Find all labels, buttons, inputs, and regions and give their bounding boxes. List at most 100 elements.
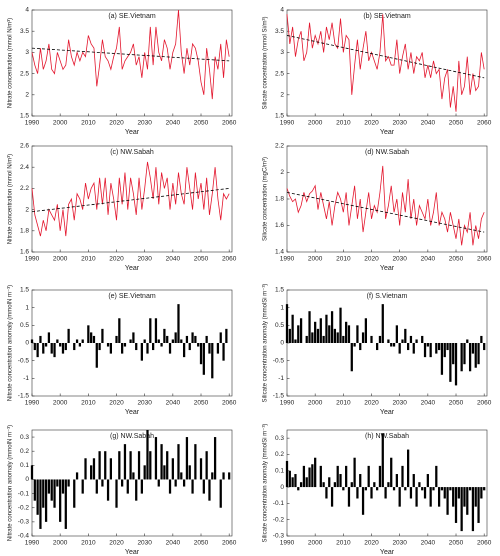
bar — [211, 472, 214, 480]
x-tick-label: 2000 — [53, 120, 68, 127]
bar — [364, 487, 367, 491]
panel-title: (f) S.Vietnam — [367, 293, 408, 300]
bar — [42, 479, 45, 508]
bar — [135, 343, 138, 351]
y-tick-label: -0.3 — [273, 533, 285, 540]
y-tick-label: 2 — [25, 206, 29, 213]
bar — [390, 343, 393, 347]
bar — [376, 343, 379, 351]
y-tick-label: 1.5 — [275, 287, 284, 294]
bar — [199, 458, 203, 480]
bar — [483, 487, 486, 491]
bar — [205, 335, 208, 343]
x-axis-label: Year — [125, 549, 140, 556]
x-tick-label: 2000 — [308, 400, 323, 407]
x-tick-label: 2010 — [81, 400, 96, 407]
bar — [299, 482, 303, 488]
bar — [437, 487, 441, 507]
bar — [345, 321, 348, 343]
x-tick-label: 2010 — [336, 256, 351, 263]
bar — [160, 343, 163, 347]
bar — [197, 343, 200, 347]
bar — [460, 343, 463, 372]
bar — [483, 343, 486, 351]
y-tick-label: 0 — [280, 484, 284, 491]
bar — [381, 304, 384, 343]
bar — [121, 343, 124, 354]
x-tick-label: 2040 — [166, 120, 181, 127]
bar — [121, 479, 124, 487]
bar — [109, 458, 112, 480]
bar — [316, 328, 320, 343]
bar — [308, 467, 311, 488]
bar — [168, 343, 172, 354]
bar — [421, 335, 424, 343]
bar — [440, 343, 444, 375]
bar — [171, 458, 174, 480]
bar — [474, 487, 477, 507]
bar — [98, 343, 101, 351]
y-tick-label: 3 — [25, 49, 29, 56]
bar — [152, 343, 155, 351]
y-tick-label: 0.2 — [20, 448, 29, 455]
bar — [364, 318, 367, 343]
y-axis-label: Silicate concentration (mmol Si/m³) — [263, 16, 269, 109]
plot-frame — [286, 9, 488, 117]
y-tick-label: 1.5 — [275, 113, 284, 120]
bar — [409, 335, 413, 343]
bar — [314, 321, 317, 343]
x-tick-label: 2050 — [449, 256, 464, 263]
x-tick-label: 1990 — [25, 540, 40, 547]
x-tick-label: 2030 — [392, 540, 407, 547]
bar — [56, 339, 59, 343]
x-tick-label: 2010 — [336, 120, 351, 127]
panel: -1.5 -1 -0.5 0 0.5 1 1.5 1990 2000 2010 2020 2030 20… — [8, 285, 237, 416]
bar — [64, 479, 67, 529]
bar — [440, 487, 444, 491]
bar — [59, 343, 62, 347]
bar — [454, 487, 458, 523]
bar — [376, 487, 379, 491]
x-tick-label: 2010 — [336, 400, 351, 407]
bar — [92, 335, 96, 343]
x-tick-label: 2020 — [109, 400, 124, 407]
bar — [361, 332, 365, 343]
bar — [373, 482, 376, 488]
bar — [463, 343, 466, 365]
bar — [188, 465, 191, 480]
y-tick-label: 2.4 — [20, 164, 29, 171]
x-tick-label: 2040 — [166, 400, 181, 407]
y-tick-label: 0.3 — [275, 435, 284, 442]
bar — [418, 482, 421, 488]
bar — [356, 325, 359, 343]
bar — [222, 343, 225, 361]
panel-title: (a) SE.Vietnam — [108, 13, 156, 20]
y-tick-label: 2 — [280, 169, 284, 176]
bar — [387, 339, 390, 343]
bar — [328, 325, 331, 343]
bar — [443, 487, 446, 499]
data-line — [286, 165, 485, 246]
x-axis-label: Year — [380, 129, 395, 136]
y-tick-label: -0.3 — [18, 519, 30, 526]
bar — [149, 451, 152, 480]
bar — [460, 487, 463, 532]
bar — [47, 479, 51, 494]
bar — [398, 487, 401, 507]
y-tick-label: 3 — [280, 49, 284, 56]
bar — [401, 465, 404, 488]
bar — [390, 457, 393, 488]
bar — [191, 479, 194, 494]
bar — [350, 482, 353, 488]
bar — [73, 343, 76, 351]
bar — [297, 325, 300, 343]
panel-title: (e) SE.Vietnam — [108, 293, 156, 300]
x-tick-label: 2030 — [392, 120, 407, 127]
bar — [288, 470, 291, 488]
bar — [322, 482, 325, 488]
bar — [347, 487, 351, 507]
bar — [87, 325, 90, 343]
y-axis-label: Nitrate concentration (mmol N/m³) — [8, 154, 14, 244]
bar — [137, 451, 141, 480]
y-tick-label: 1.5 — [20, 287, 29, 294]
